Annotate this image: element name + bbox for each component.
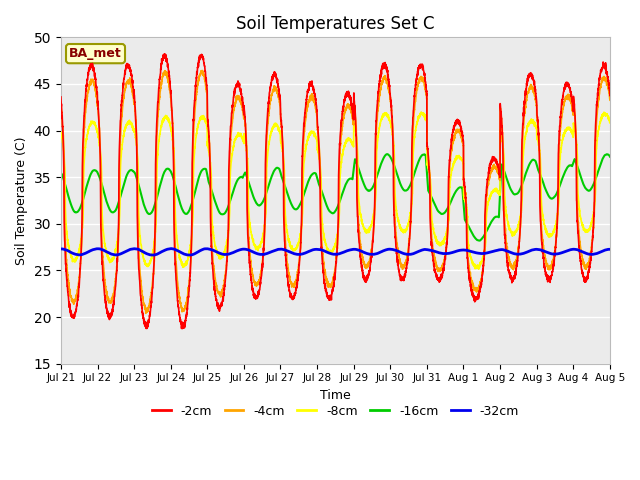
-4cm	[198, 68, 206, 73]
X-axis label: Time: Time	[320, 389, 351, 402]
Line: -16cm: -16cm	[61, 154, 640, 240]
-16cm	[179, 206, 186, 212]
-32cm	[179, 251, 186, 256]
-2cm	[515, 245, 523, 251]
-32cm	[543, 250, 551, 255]
-4cm	[179, 308, 186, 313]
-8cm	[407, 206, 415, 212]
-16cm	[515, 189, 523, 195]
Line: -32cm: -32cm	[61, 249, 640, 255]
-8cm	[559, 138, 566, 144]
-8cm	[543, 232, 551, 238]
-32cm	[57, 246, 65, 252]
-4cm	[515, 245, 523, 251]
-32cm	[149, 252, 157, 258]
-16cm	[543, 191, 551, 196]
-4cm	[142, 311, 150, 316]
-16cm	[383, 151, 391, 157]
-32cm	[376, 250, 383, 255]
Line: -8cm: -8cm	[61, 112, 640, 269]
-4cm	[57, 102, 65, 108]
Title: Soil Temperatures Set C: Soil Temperatures Set C	[236, 15, 435, 33]
-2cm	[376, 77, 383, 83]
-16cm	[407, 180, 415, 186]
Legend: -2cm, -4cm, -8cm, -16cm, -32cm: -2cm, -4cm, -8cm, -16cm, -32cm	[147, 400, 524, 423]
-8cm	[638, 109, 640, 115]
-4cm	[559, 107, 566, 113]
-4cm	[376, 91, 383, 97]
-8cm	[376, 123, 383, 129]
-2cm	[179, 326, 186, 332]
Line: -4cm: -4cm	[61, 71, 640, 313]
-8cm	[475, 266, 483, 272]
-2cm	[559, 97, 566, 103]
-2cm	[179, 319, 186, 325]
-32cm	[167, 246, 175, 252]
Line: -2cm: -2cm	[61, 54, 640, 329]
-8cm	[515, 223, 522, 228]
-8cm	[57, 129, 65, 135]
-2cm	[543, 274, 551, 279]
-32cm	[559, 250, 566, 255]
-32cm	[515, 252, 523, 257]
Text: BA_met: BA_met	[69, 47, 122, 60]
-16cm	[559, 175, 566, 180]
-4cm	[408, 210, 415, 216]
-2cm	[57, 94, 65, 100]
-32cm	[408, 252, 415, 257]
-4cm	[543, 264, 551, 270]
-16cm	[476, 238, 483, 243]
Y-axis label: Soil Temperature (C): Soil Temperature (C)	[15, 136, 28, 265]
-16cm	[57, 170, 65, 176]
-8cm	[179, 262, 186, 268]
-2cm	[161, 51, 168, 57]
-2cm	[408, 204, 415, 209]
-16cm	[376, 166, 383, 171]
